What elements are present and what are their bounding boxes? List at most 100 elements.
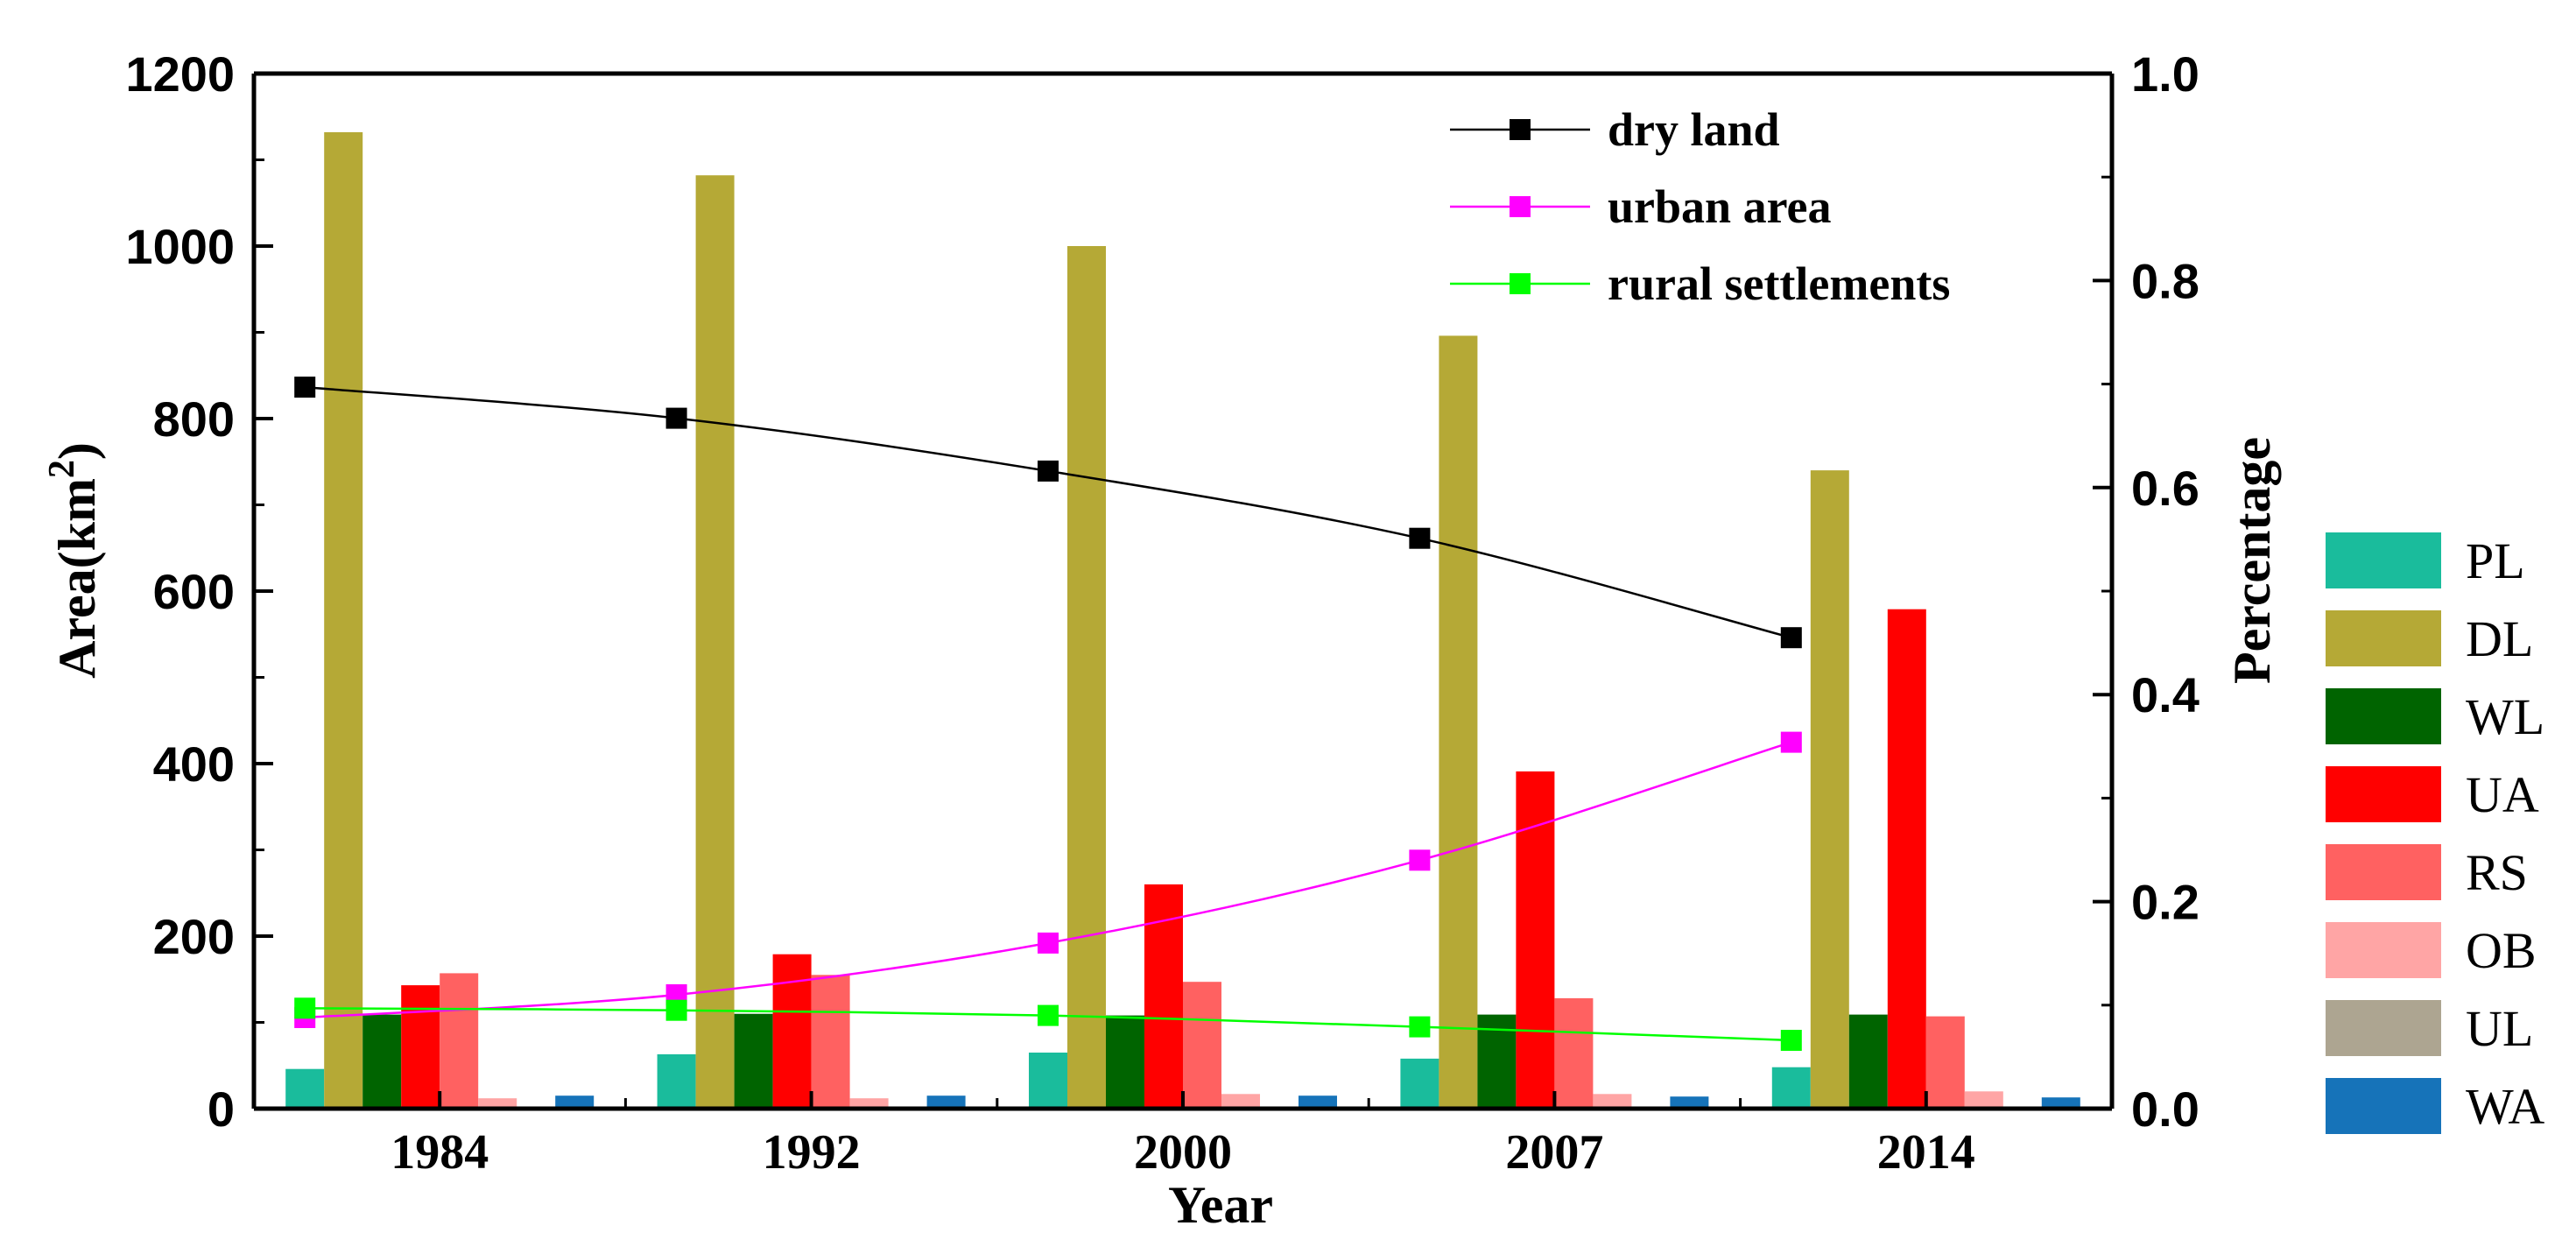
x-tick-label: 2000 <box>1134 1125 1232 1180</box>
bar-dl-2014 <box>1810 470 1849 1109</box>
y-right-tick-label: 0.0 <box>2131 1081 2199 1137</box>
y-axis-title: Area(km2) <box>42 442 106 679</box>
legend-swatch-wl <box>2326 688 2441 744</box>
legend-label-wl: WL <box>2466 688 2544 745</box>
x-tick-label: 1992 <box>763 1125 861 1180</box>
legend-label-rs: RS <box>2466 844 2528 901</box>
bar-wl-2000 <box>1106 1015 1144 1109</box>
bar-rs-2014 <box>1925 1016 1965 1109</box>
bar-ob-1984 <box>478 1098 517 1109</box>
marker-dry-land-2007 <box>1409 527 1431 549</box>
bar-wa-2000 <box>1299 1095 1337 1109</box>
y-axis-title-superscript: 2 <box>42 460 82 478</box>
marker-rural-settlements-1984 <box>294 997 316 1019</box>
y-axis-title-close: ) <box>48 442 106 460</box>
marker-urban-area-2007 <box>1409 849 1431 871</box>
y-left-tick-label: 1200 <box>125 46 235 102</box>
legend-label-ua: UA <box>2466 766 2539 823</box>
x-tick-label: 2014 <box>1877 1125 1975 1180</box>
y-left-tick-label: 200 <box>153 909 235 964</box>
bars-layer <box>285 132 2080 1110</box>
y-left-tick-label: 1000 <box>125 219 235 274</box>
bar-ua-2007 <box>1516 771 1555 1109</box>
line-legend: dry land urban area rural settlements <box>1450 103 1950 310</box>
x-tick-label: 1984 <box>391 1125 489 1180</box>
marker-rural-settlements-2007 <box>1409 1016 1431 1038</box>
legend-label-rural-settlements: rural settlements <box>1608 257 1950 310</box>
bar-wl-1984 <box>362 1014 402 1109</box>
legend-swatch-ua <box>2326 766 2441 822</box>
bar-dl-2007 <box>1439 335 1478 1109</box>
bar-rs-2007 <box>1554 997 1594 1109</box>
legend-label-ob: OB <box>2466 922 2537 979</box>
y-right-tick-label: 0.8 <box>2131 253 2199 308</box>
legend-label-urban-area: urban area <box>1608 180 1832 233</box>
legend-swatch-ob <box>2326 922 2441 978</box>
marker-rural-settlements-2000 <box>1038 1004 1059 1026</box>
x-tick-label: 2007 <box>1505 1125 1603 1180</box>
marker-rural-settlements-1992 <box>665 999 687 1021</box>
legend-label-wa: WA <box>2466 1078 2544 1135</box>
bar-wa-1984 <box>555 1095 595 1109</box>
bar-wa-2014 <box>2041 1097 2080 1109</box>
axes-layer <box>251 71 2115 1111</box>
bar-ob-2007 <box>1593 1094 1632 1109</box>
marker-dry-land-2014 <box>1780 627 1802 649</box>
marker-rural-settlements-2014 <box>1780 1030 1802 1051</box>
legend-marker-rural-settlements <box>1510 273 1531 294</box>
bar-wa-1992 <box>926 1095 966 1109</box>
legend-marker-urban-area <box>1510 196 1531 217</box>
bar-ob-2014 <box>1964 1091 2003 1109</box>
y-right-tick-label: 1.0 <box>2131 46 2199 102</box>
tick-labels-layer: 0 200 400 600 800 1000 1200 0.0 0.2 0.4 0.6 0.8 1.0 1… <box>125 46 2199 1180</box>
bar-dl-1984 <box>324 132 363 1109</box>
marker-dry-land-1984 <box>294 377 316 398</box>
legend-label-dry-land: dry land <box>1608 103 1780 156</box>
bar-wl-1992 <box>734 1013 773 1109</box>
bar-wa-2007 <box>1670 1096 1709 1109</box>
bar-pl-2000 <box>1029 1053 1067 1109</box>
legend-swatch-ul <box>2326 1000 2441 1056</box>
bar-ua-1992 <box>772 954 812 1109</box>
legend-label-dl: DL <box>2466 610 2533 667</box>
legend-swatch-pl <box>2326 532 2441 588</box>
marker-urban-area-2000 <box>1038 932 1059 954</box>
y-axis-right-title: Percentage <box>2223 437 2281 684</box>
y-right-tick-label: 0.2 <box>2131 875 2199 930</box>
legend-swatch-wa <box>2326 1078 2441 1134</box>
y-right-tick-label: 0.6 <box>2131 461 2199 516</box>
bar-ua-1984 <box>401 985 440 1109</box>
bar-rs-1992 <box>811 975 850 1109</box>
marker-dry-land-2000 <box>1038 460 1059 482</box>
legend-marker-dry-land <box>1510 119 1531 140</box>
bar-dl-1992 <box>695 175 735 1110</box>
y-left-tick-label: 400 <box>153 736 235 792</box>
legend-swatch-dl <box>2326 610 2441 666</box>
marker-dry-land-1992 <box>665 407 687 429</box>
bar-ob-2000 <box>1221 1094 1260 1109</box>
y-axis-title-main: Area(km <box>48 478 106 679</box>
marker-urban-area-2014 <box>1780 731 1802 753</box>
legend-label-pl: PL <box>2466 532 2525 589</box>
line-dry-land <box>305 385 1792 639</box>
y-left-tick-label: 0 <box>208 1081 235 1137</box>
y-right-tick-label: 0.4 <box>2131 667 2199 722</box>
bar-rs-1984 <box>440 973 479 1109</box>
bar-pl-2007 <box>1400 1058 1439 1109</box>
y-left-tick-label: 800 <box>153 391 235 447</box>
bar-pl-1984 <box>285 1068 325 1109</box>
legend-swatch-rs <box>2326 844 2441 900</box>
bar-legend: PL DL WL UA RS OB UL WA <box>2326 532 2544 1135</box>
line-urban-area <box>305 741 1792 1019</box>
bar-ob-1992 <box>849 1098 889 1109</box>
x-axis-title: Year <box>1168 1176 1273 1234</box>
bar-pl-2014 <box>1771 1067 1811 1109</box>
bar-pl-1992 <box>657 1053 696 1109</box>
lines-layer <box>294 377 1802 1051</box>
bar-wl-2014 <box>1848 1014 1888 1109</box>
y-left-tick-label: 600 <box>153 564 235 619</box>
legend-label-ul: UL <box>2466 1000 2533 1057</box>
bar-ua-2014 <box>1887 609 1926 1109</box>
bar-dl-2000 <box>1067 246 1106 1109</box>
